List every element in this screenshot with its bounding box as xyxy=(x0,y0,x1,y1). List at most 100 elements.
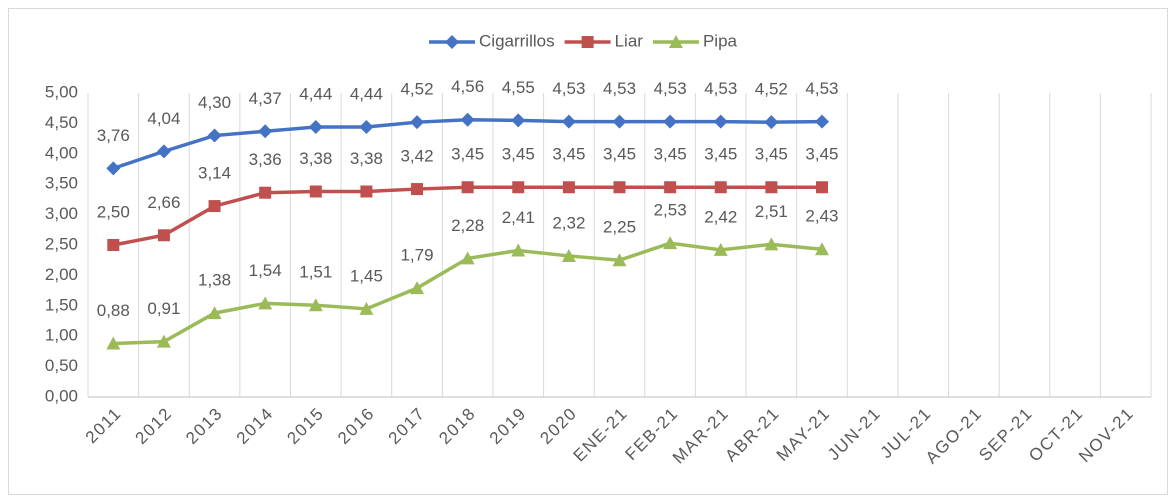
data-label: 4,52 xyxy=(400,80,433,99)
marker xyxy=(663,236,678,250)
data-label: 3,14 xyxy=(198,164,231,183)
legend-marker xyxy=(581,36,594,48)
y-tick-label: 1,00 xyxy=(45,326,78,345)
y-tick-label: 0,50 xyxy=(45,356,78,375)
data-label: 2,66 xyxy=(147,193,180,212)
marker xyxy=(106,161,121,176)
marker xyxy=(410,281,425,295)
marker xyxy=(107,239,120,251)
data-label: 4,53 xyxy=(603,79,636,98)
y-tick-label: 2,50 xyxy=(45,234,78,253)
marker xyxy=(308,120,323,135)
marker xyxy=(156,144,171,159)
marker xyxy=(208,200,221,213)
data-label: 3,45 xyxy=(755,145,788,164)
marker xyxy=(258,296,273,310)
data-label: 1,38 xyxy=(198,271,231,290)
data-label: 4,53 xyxy=(654,79,687,98)
marker xyxy=(561,248,576,262)
marker xyxy=(360,185,373,198)
marker xyxy=(612,253,627,267)
data-label: 3,42 xyxy=(400,147,433,166)
y-tick-label: 5,00 xyxy=(45,82,78,101)
marker xyxy=(663,114,678,129)
data-label: 2,25 xyxy=(603,218,636,237)
data-label: 2,43 xyxy=(805,207,838,226)
data-label: 3,36 xyxy=(249,150,282,169)
chart-border xyxy=(8,8,1168,495)
data-label: 4,53 xyxy=(805,79,838,98)
data-label: 4,30 xyxy=(198,93,231,112)
y-tick-label: 2,00 xyxy=(45,265,78,284)
marker xyxy=(511,113,526,128)
data-label: 4,53 xyxy=(552,79,585,98)
marker xyxy=(562,181,575,194)
marker xyxy=(207,306,222,320)
marker xyxy=(460,112,475,127)
marker xyxy=(359,301,374,315)
marker xyxy=(764,237,779,251)
data-label: 1,45 xyxy=(350,266,383,285)
data-label: 2,53 xyxy=(654,201,687,220)
marker xyxy=(815,181,828,194)
data-label: 2,28 xyxy=(451,216,484,235)
data-label: 3,45 xyxy=(552,145,585,164)
data-label: 0,88 xyxy=(97,301,130,320)
marker xyxy=(714,181,727,194)
marker xyxy=(764,115,779,130)
marker xyxy=(410,115,425,130)
legend-marker xyxy=(668,35,683,48)
y-tick-label: 0,00 xyxy=(45,386,78,405)
marker xyxy=(765,181,778,194)
marker xyxy=(814,242,829,256)
marker xyxy=(106,336,121,350)
legend-label: Pipa xyxy=(703,31,738,50)
marker xyxy=(309,185,322,198)
data-label: 3,38 xyxy=(350,149,383,168)
y-tick-label: 1,50 xyxy=(45,295,78,314)
data-label: 4,55 xyxy=(502,78,535,97)
legend-label: Cigarrillos xyxy=(479,31,555,50)
data-label: 2,51 xyxy=(755,202,788,221)
marker xyxy=(157,229,170,242)
marker xyxy=(512,181,525,194)
data-label: 2,32 xyxy=(552,213,585,232)
data-label: 0,91 xyxy=(147,299,180,318)
marker xyxy=(561,114,576,129)
data-label: 4,44 xyxy=(350,85,383,104)
marker xyxy=(612,114,627,129)
data-label: 4,04 xyxy=(147,109,180,128)
marker xyxy=(359,120,374,135)
data-label: 4,53 xyxy=(704,79,737,98)
marker xyxy=(613,181,626,194)
data-label: 3,76 xyxy=(97,126,130,145)
marker xyxy=(664,181,677,194)
marker xyxy=(259,186,272,199)
y-tick-label: 4,00 xyxy=(45,143,78,162)
legend-label: Liar xyxy=(615,31,644,50)
data-label: 1,51 xyxy=(299,263,332,282)
marker xyxy=(156,334,171,348)
data-label: 3,38 xyxy=(299,149,332,168)
data-label: 3,45 xyxy=(654,145,687,164)
marker xyxy=(460,251,475,265)
marker xyxy=(713,242,728,256)
marker xyxy=(511,243,526,257)
data-label: 3,45 xyxy=(451,145,484,164)
marker xyxy=(461,181,474,194)
data-label: 4,37 xyxy=(249,89,282,108)
data-label: 4,52 xyxy=(755,80,788,99)
marker xyxy=(308,298,323,312)
y-tick-label: 3,00 xyxy=(45,204,78,223)
data-label: 3,45 xyxy=(603,145,636,164)
marker xyxy=(814,114,829,129)
legend-marker xyxy=(445,35,460,49)
data-label: 4,56 xyxy=(451,77,484,96)
marker xyxy=(258,124,273,139)
data-label: 2,41 xyxy=(502,208,535,227)
marker xyxy=(411,183,424,196)
y-tick-label: 3,50 xyxy=(45,174,78,193)
data-label: 2,50 xyxy=(97,202,130,221)
marker xyxy=(207,128,222,143)
